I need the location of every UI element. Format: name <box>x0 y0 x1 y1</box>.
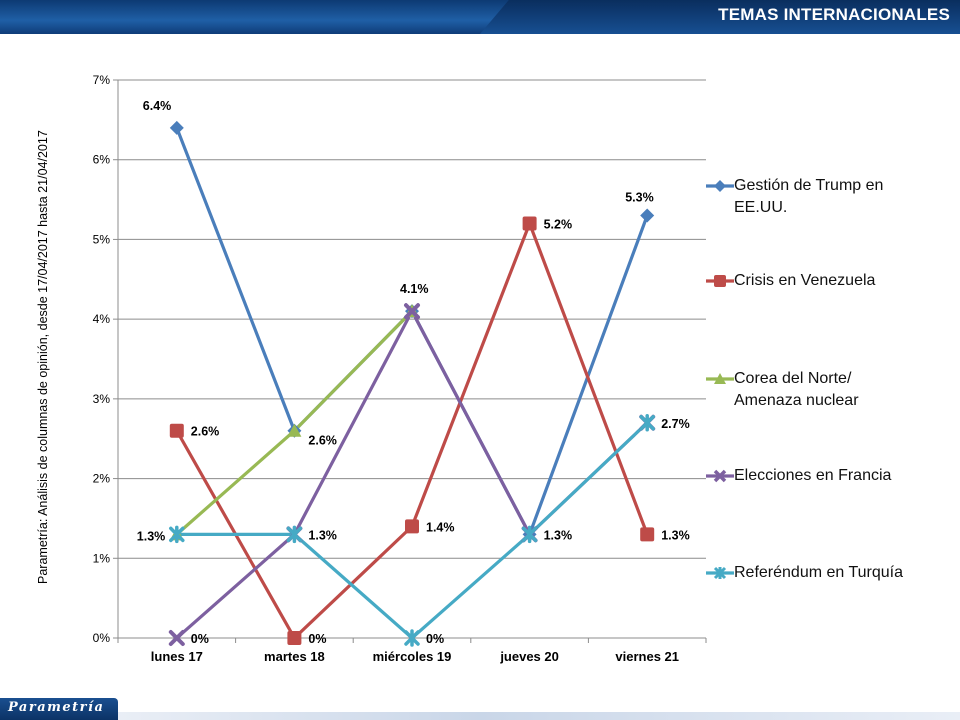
legend-label-line: Elecciones en Francia <box>734 467 892 484</box>
x-tick-label: viernes 21 <box>615 649 679 664</box>
data-label: 5.3% <box>625 191 654 205</box>
y-tick-label: 2% <box>93 472 111 486</box>
legend-label-line: Gestión de Trump en <box>734 177 884 194</box>
data-point <box>169 120 184 135</box>
legend-label: Corea del Norte/Amenaza nuclear <box>734 368 859 412</box>
data-label: 1.3% <box>308 528 337 542</box>
legend-label-line: Referéndum en Turquía <box>734 564 903 581</box>
data-point <box>405 519 419 534</box>
series-line <box>175 309 414 536</box>
legend-swatch <box>706 275 734 287</box>
data-point <box>287 423 302 437</box>
data-label: 2.6% <box>191 425 220 439</box>
data-point <box>639 414 655 432</box>
legend-label: Gestión de Trump en EE.UU. <box>734 175 883 219</box>
data-label: 2.6% <box>308 434 337 448</box>
footer-band <box>0 712 960 720</box>
data-point <box>169 423 184 438</box>
brand-logo-text: Parametría <box>8 700 105 715</box>
legend-swatch <box>706 469 734 483</box>
data-point <box>404 303 420 320</box>
data-point <box>521 525 538 544</box>
x-tick-label: jueves 20 <box>499 649 559 664</box>
data-point <box>287 631 302 645</box>
data-point <box>404 629 420 647</box>
legend-label: Referéndum en Turquía <box>734 562 903 584</box>
y-tick-label: 5% <box>93 232 111 246</box>
data-label: 4.1% <box>400 282 429 296</box>
data-point <box>169 525 185 544</box>
data-point <box>640 208 655 223</box>
brand-logo: Parametría <box>0 698 118 720</box>
data-label: 6.4% <box>143 99 172 113</box>
y-tick-label: 6% <box>93 153 111 167</box>
data-label: 1.4% <box>426 520 455 534</box>
data-label: 1.3% <box>137 529 166 543</box>
legend-label-line: Corea del Norte/ <box>734 370 852 387</box>
data-point <box>640 527 655 542</box>
legend-swatch <box>706 566 734 580</box>
x-tick-label: lunes 17 <box>151 649 203 664</box>
data-label: 1.3% <box>544 528 573 542</box>
data-label: 1.3% <box>661 528 690 542</box>
series-line <box>175 309 649 640</box>
y-tick-label: 4% <box>93 312 111 326</box>
x-tick-label: miércoles 19 <box>373 649 452 664</box>
x-tick-label: martes 18 <box>264 649 325 664</box>
data-label: 5.2% <box>544 217 573 231</box>
data-label: 0% <box>308 632 326 646</box>
data-point <box>286 525 303 544</box>
y-tick-label: 3% <box>93 392 111 406</box>
page-title: TEMAS INTERNACIONALES <box>718 5 950 24</box>
y-tick-label: 1% <box>93 551 111 565</box>
legend-swatch <box>706 180 734 192</box>
legend-label-line: Crisis en Venezuela <box>734 272 876 289</box>
legend-label: Crisis en Venezuela <box>734 270 875 292</box>
y-tick-label: 0% <box>93 631 111 645</box>
data-label: 2.7% <box>661 417 690 431</box>
header-tab <box>480 0 960 34</box>
legend-label-line: Amenaza nuclear <box>734 392 859 409</box>
data-point <box>522 216 537 231</box>
y-tick-label: 7% <box>93 73 111 87</box>
data-point <box>168 630 185 646</box>
data-label: 0% <box>426 632 444 646</box>
data-label: 0% <box>191 632 209 646</box>
legend-swatch <box>706 373 734 384</box>
legend-label: Elecciones en Francia <box>734 465 891 487</box>
legend-label-line: EE.UU. <box>734 199 788 216</box>
